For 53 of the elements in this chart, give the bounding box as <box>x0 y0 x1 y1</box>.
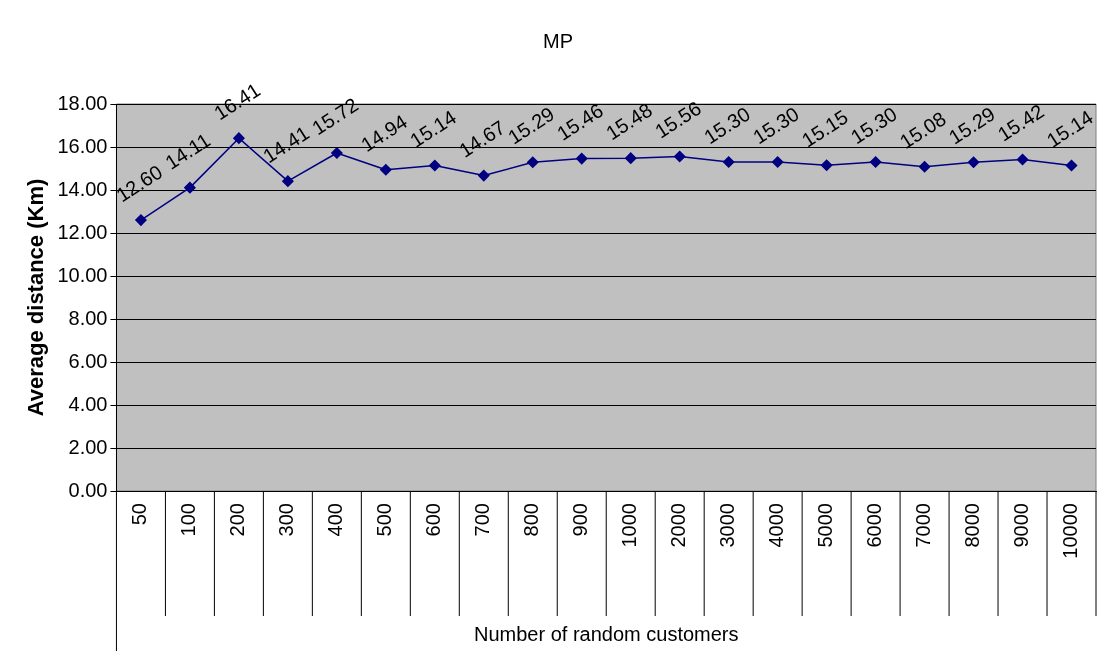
point <box>282 175 294 187</box>
point <box>624 152 637 164</box>
point <box>918 161 931 173</box>
x-tick-label: 50 <box>128 503 151 526</box>
point <box>429 159 441 172</box>
point <box>722 156 735 168</box>
y-tick-label: 4.00 <box>68 392 108 415</box>
x-tick-label: 4000 <box>765 503 788 548</box>
x-tick-label: 8000 <box>961 503 984 548</box>
x-tick-label: 600 <box>422 503 445 537</box>
y-tick-label: 8.00 <box>68 306 108 329</box>
point <box>135 214 147 226</box>
x-tick-label: 6000 <box>863 503 886 548</box>
point <box>331 147 343 159</box>
x-axis-title: Number of random customers <box>473 622 739 645</box>
point <box>1065 159 1078 172</box>
x-tick-label: 800 <box>520 503 543 537</box>
y-tick-label: 16.00 <box>57 134 108 157</box>
y-tick-label: 14.00 <box>57 177 108 200</box>
x-tick-label: 5000 <box>814 503 837 548</box>
point <box>575 152 588 165</box>
point <box>233 132 245 144</box>
x-tick-label: 700 <box>471 503 494 537</box>
x-tick-label: 10000 <box>1059 503 1082 559</box>
y-tick-label: 12.00 <box>57 220 108 243</box>
x-tick-label: 300 <box>275 503 298 537</box>
x-tick-label: 200 <box>226 503 249 537</box>
x-tick-label: 2000 <box>667 503 690 548</box>
y-tick-label: 6.00 <box>68 349 108 372</box>
y-tick-label: 18.00 <box>57 91 108 114</box>
x-tick-label: 500 <box>373 503 396 537</box>
point <box>673 150 686 163</box>
point <box>184 181 196 194</box>
y-tick-label: 2.00 <box>68 435 108 458</box>
point <box>380 164 392 176</box>
point <box>478 169 490 182</box>
x-tick-label: 400 <box>324 503 347 537</box>
x-tick-label: 9000 <box>1010 503 1033 548</box>
chart-title: MP <box>543 29 573 52</box>
point <box>771 156 784 168</box>
y-tick-label: 10.00 <box>57 263 108 286</box>
y-axis-title: Average distance (Km) <box>23 178 49 417</box>
point <box>869 156 882 168</box>
x-tick-label: 7000 <box>912 503 935 548</box>
x-tick-label: 100 <box>177 503 200 537</box>
x-tick-label: 3000 <box>716 503 739 548</box>
point <box>820 159 833 172</box>
x-tick-label: 900 <box>569 503 592 537</box>
y-tick-label: 0.00 <box>68 478 108 501</box>
x-tick-label: 1000 <box>618 503 641 548</box>
point <box>527 156 539 169</box>
point <box>967 156 980 169</box>
point <box>1016 153 1029 166</box>
